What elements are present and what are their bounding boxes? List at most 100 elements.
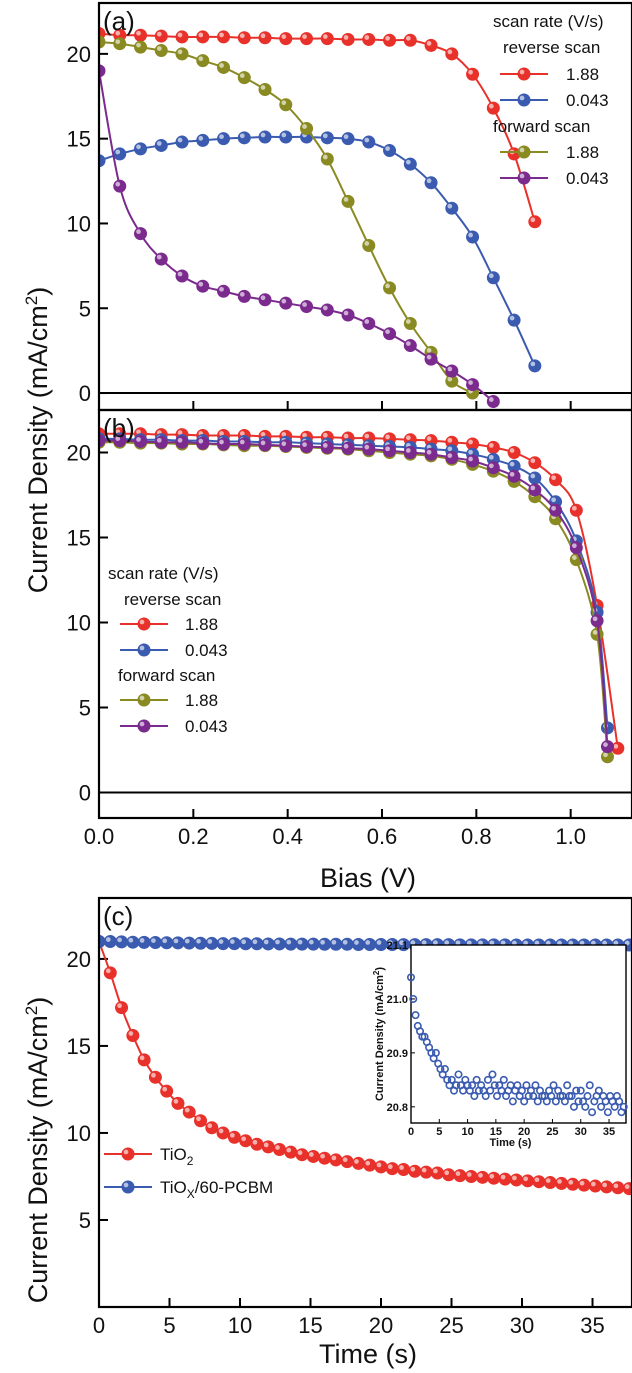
panel-a-series-3-point [486, 395, 500, 409]
panel-c-series-1-point [374, 937, 388, 951]
panel-a-series-3-point-shine [447, 366, 453, 372]
panel-c-series-0-point [600, 1180, 614, 1194]
inset-point [542, 1097, 551, 1106]
panel-a-series-0-point-body [424, 38, 438, 52]
panel-c-label: (c) [103, 901, 133, 931]
panel-a-series-2-point-body [320, 152, 334, 166]
panel-b-series-3-point-body [549, 503, 563, 517]
panel-a-series-2-point-body [154, 43, 168, 57]
panel-c-series-0-point-shine [286, 1147, 292, 1153]
panel-a-series-3-point-shine [260, 295, 266, 301]
panel-c-series-1-point-shine [399, 940, 404, 946]
inset-point [517, 1086, 526, 1095]
panel-c-series-1-point-shine [218, 939, 224, 944]
panel-b-xtick-label: 0.8 [461, 824, 492, 849]
panel-c-series-0-point [171, 1096, 185, 1110]
panel-b-series-3-point-shine [343, 443, 349, 449]
panel-b-series-3-point [300, 440, 314, 454]
panel-b-series-3-point-body [300, 440, 314, 454]
panel-b-series-3-point-body [486, 461, 500, 475]
panel-c-series-0-point-shine [489, 1173, 495, 1179]
panel-c-series-0-point-shine [173, 1099, 179, 1104]
inset-point [572, 1086, 581, 1095]
panel-b-series-0-point [507, 445, 521, 459]
panel-a-series-1-point-shine [322, 133, 328, 139]
panel-a-series-2-point [383, 281, 397, 295]
panel-c-xtick-label: 5 [163, 1313, 175, 1338]
panel-b-series-0-point [549, 473, 563, 487]
inset-point [551, 1097, 560, 1106]
panel-c-series-0-point-shine [218, 1128, 224, 1134]
panel-c-series-0-point [205, 1121, 219, 1135]
panel-c-series-0-point-body [318, 1151, 332, 1165]
panel-c-series-1-point [205, 936, 219, 950]
panel-b-series-3-point [113, 434, 127, 448]
panel-c-series-1-point-shine [489, 940, 495, 946]
panel-b-series-3-point-body [196, 436, 210, 450]
inset-ytick-label: 21.1 [387, 940, 408, 952]
inset-point [406, 973, 415, 982]
panel-b-series-3-point [196, 436, 210, 450]
panel-a-series-3-point [217, 284, 231, 298]
panel-b-legend-entry-3-marker-shine [139, 721, 145, 727]
panel-a-series-2-point [445, 374, 459, 388]
panel-a-series-1-point-body [486, 271, 500, 285]
panel-a-series-2-point [320, 152, 334, 166]
panel-a-series-1-point-body [466, 230, 480, 244]
panel-b-series-3-point-shine [405, 448, 411, 453]
panel-c-series-1-point-shine [579, 940, 585, 946]
panel-c-series-1-point-body [160, 936, 174, 950]
panel-a-legend-entry-0-marker-shine [519, 69, 525, 75]
panel-c-series-1-point-body [182, 936, 196, 950]
inset-point [488, 1070, 497, 1079]
panel-a-series-0-point-shine [364, 35, 370, 40]
panel-a-series-0-point-body [486, 101, 500, 115]
panel-c-series-0-point [115, 1001, 129, 1015]
panel-c-series-0-point-shine [590, 1181, 596, 1187]
panel-c-series-1-point-shine [117, 937, 122, 943]
panel-b-series-3-point-body [466, 454, 480, 468]
panel-c-series-1-point [385, 937, 399, 951]
panel-b-series-3-point [258, 438, 272, 452]
panel-a-series-1-point-shine [426, 178, 432, 184]
panel-a-series-3-point-shine [488, 397, 494, 402]
panel-c-series-0-point [430, 1166, 444, 1180]
panel-a-legend-entry-2-label: 1.88 [566, 143, 599, 162]
panel-a-series-2-point [196, 54, 210, 68]
panel-a-series-2-point-body [300, 121, 314, 135]
panel-a-series-0-point-shine [426, 41, 432, 46]
panel-b-series-3-point [134, 434, 148, 448]
inset-point [581, 1102, 590, 1111]
panel-a-series-3-point-shine [219, 286, 224, 292]
panel-c-series-0-point-body [430, 1166, 444, 1180]
panel-a-series-0-point [341, 32, 355, 46]
panel-a-series-0-point-body [134, 28, 148, 42]
panel-a-series-2-point-shine [136, 42, 141, 48]
panel-c-series-1-point [295, 937, 309, 951]
panel-c-series-0-point [272, 1142, 286, 1156]
panel-a-series-3-point-body [113, 179, 127, 193]
panel-c-series-1-point-shine [512, 940, 517, 946]
panel-c-series-1-point-shine [613, 940, 619, 946]
panel-c-series-1-point [227, 937, 241, 951]
panel-a-legend-entry-3-marker-shine [519, 173, 525, 179]
plot-layer: 0 5 10 15 20 (a) scan rate (V/s) reverse scan 1.… [67, 1, 632, 1338]
panel-a-series-1-point [320, 131, 334, 145]
panel-c-series-1-point [306, 937, 320, 951]
panel-a-series-3-point [320, 303, 334, 317]
panel-c-series-1-point-shine [162, 938, 168, 944]
inset-point [470, 1092, 479, 1101]
panel-a-series-2-point-body [403, 317, 417, 331]
panel-c-series-0-point-shine [365, 1160, 371, 1166]
panel-c-series-0-point [318, 1151, 332, 1165]
panel-c-series-0-point-body [476, 1170, 490, 1184]
panel-a-series-3-point [466, 378, 480, 392]
panel-a-series-0-point-shine [488, 103, 494, 109]
panel-a-series-1-point [175, 135, 189, 149]
panel-b-series-3-point-body [600, 740, 614, 754]
panel-b-series-3-point-body [445, 451, 459, 465]
inset-point [547, 1092, 556, 1101]
panel-a-series-0-point-shine [281, 34, 287, 39]
panel-a-series-3-point [175, 269, 189, 283]
panel-a-legend-entry-2-marker-shine [519, 147, 525, 153]
